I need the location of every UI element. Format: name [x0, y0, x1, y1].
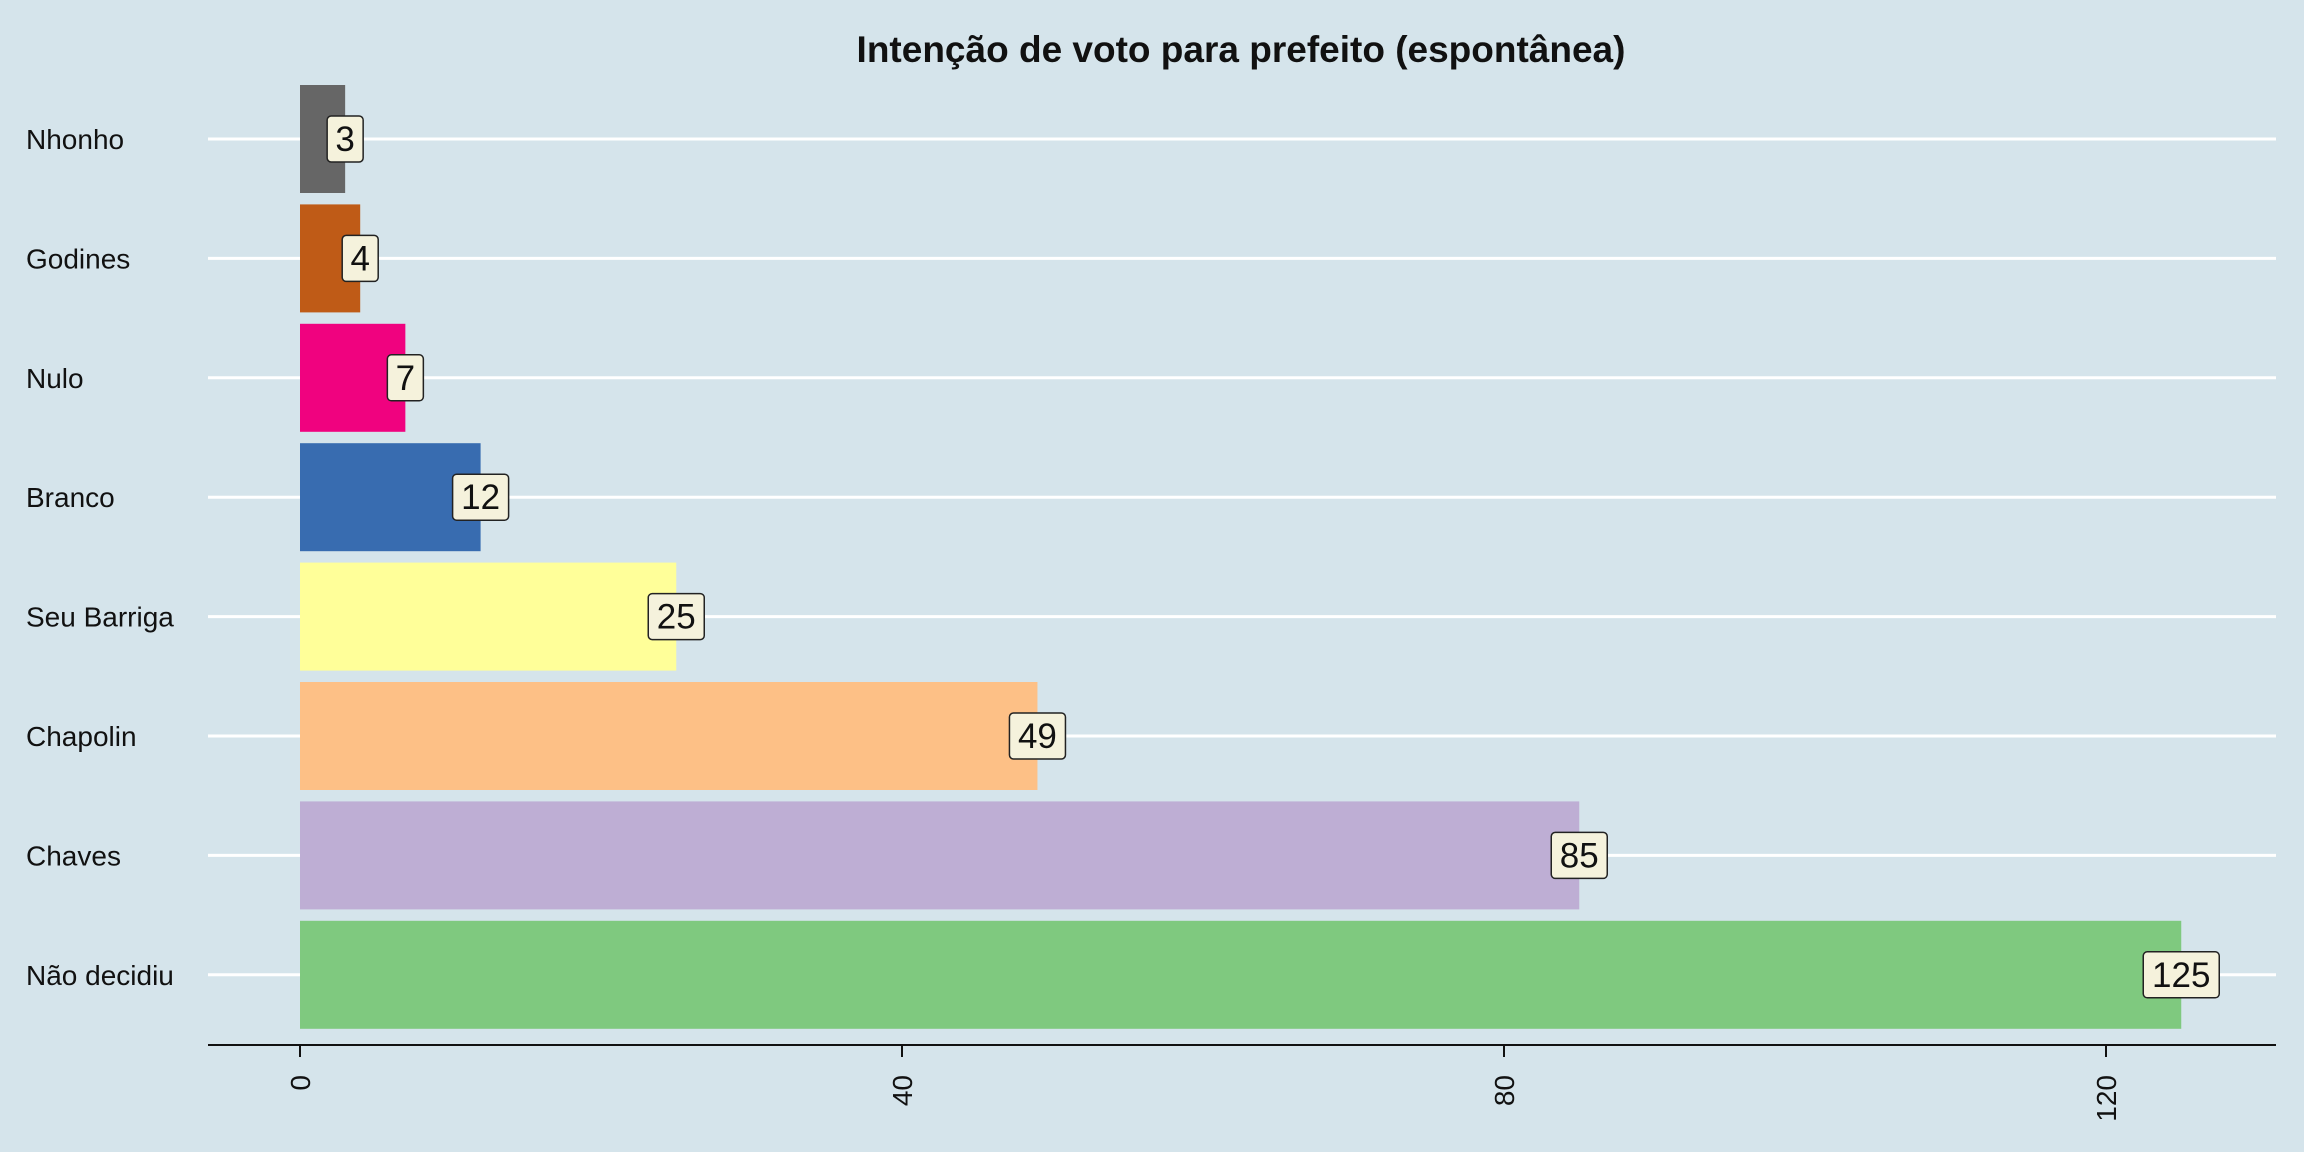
data-label-box [341, 234, 379, 283]
bar [300, 443, 481, 552]
data-label-box [1550, 831, 1608, 880]
data-label-box [451, 473, 510, 521]
x-tick-label: 40 [887, 1075, 918, 1106]
data-label-box [647, 592, 705, 641]
bar [300, 562, 677, 671]
data-label-box [1008, 712, 1067, 760]
x-tick-label: 120 [2091, 1075, 2122, 1122]
data-label-box [2142, 951, 2220, 999]
data-label-box [386, 354, 425, 402]
bar [300, 682, 1038, 790]
bar [300, 920, 2182, 1029]
category-label: Nulo [26, 363, 84, 394]
data-label: 12 [461, 478, 500, 517]
x-tick-label: 80 [1489, 1075, 1520, 1106]
data-label: 3 [335, 120, 354, 159]
category-label: Nhonho [26, 124, 124, 155]
category-label: Chaves [26, 840, 121, 871]
category-label: Chapolin [26, 721, 137, 752]
x-tick-label: 0 [285, 1075, 316, 1091]
data-label: 25 [657, 598, 696, 637]
data-label: 7 [396, 359, 415, 398]
category-label: Branco [26, 482, 115, 513]
category-label: Seu Barriga [26, 602, 174, 633]
bars [300, 85, 2182, 1029]
category-label: Godines [26, 243, 130, 274]
data-label-box [326, 115, 364, 163]
data-label: 49 [1018, 717, 1057, 756]
chart-title: Intenção de voto para prefeito (espontân… [857, 29, 1626, 70]
x-axis-ticks: 0 40 80 120 [285, 1045, 2122, 1122]
category-labels: Nhonho Godines Nulo Branco Seu Barriga Chapol… [26, 124, 174, 991]
data-label: 85 [1560, 836, 1599, 875]
data-label: 125 [2152, 956, 2210, 995]
bar [300, 801, 1580, 910]
category-label: Não decidiu [26, 960, 174, 991]
data-labels: 3 4 7 12 25 49 85 125 [326, 115, 2220, 999]
data-label: 4 [350, 239, 369, 278]
